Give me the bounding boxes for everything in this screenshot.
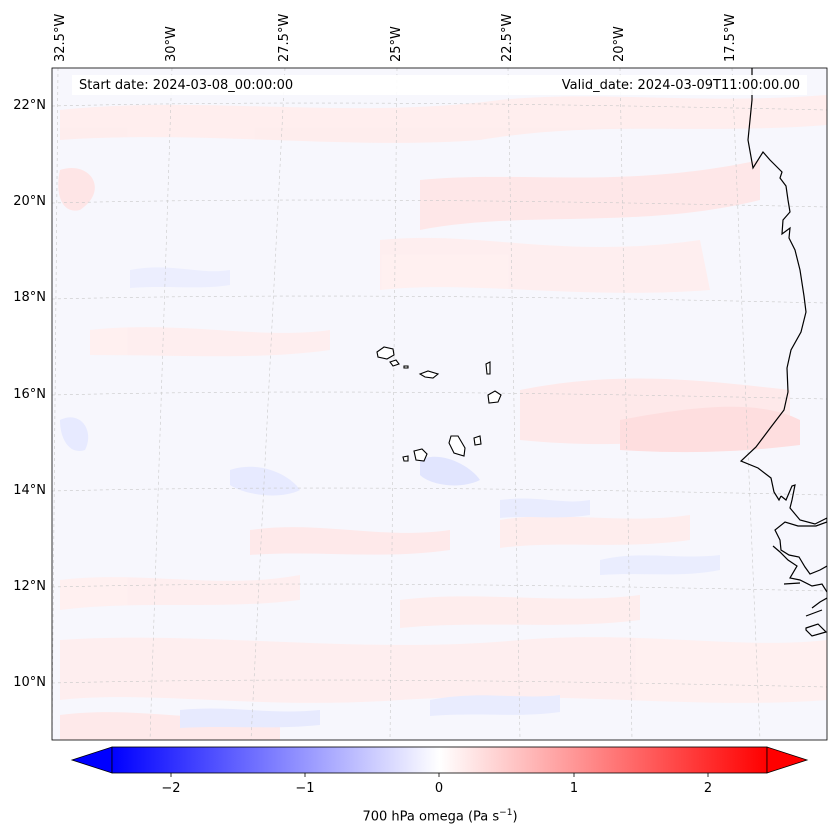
graticule bbox=[52, 68, 827, 740]
island-boa-vista bbox=[487, 390, 502, 404]
parallel-16n bbox=[52, 391, 827, 400]
coast-mauritania bbox=[739, 68, 807, 502]
valid-date-label: Valid_date: 2024-03-09T11:00:00.00 bbox=[561, 78, 800, 93]
map-panel bbox=[52, 68, 827, 740]
start-date-label: Start date: 2024-03-08_00:00:00 bbox=[79, 78, 294, 93]
meridian-22-5w bbox=[507, 68, 521, 740]
island-brava bbox=[402, 455, 409, 462]
lat-label-12n: 12°N bbox=[13, 579, 46, 594]
colorbar bbox=[70, 746, 809, 777]
map-frame bbox=[51, 67, 828, 741]
lon-label-30w: 30°W bbox=[164, 26, 179, 62]
meridian-32-5w bbox=[52, 68, 59, 740]
lat-label-14n: 14°N bbox=[13, 483, 46, 498]
title-strip bbox=[72, 75, 807, 95]
colorbar-tick-1: 1 bbox=[569, 781, 579, 796]
colorbar-label-text: 700 hPa omega (Pa s bbox=[362, 809, 500, 825]
coast-senegal-gambia bbox=[774, 484, 827, 575]
lon-label-20w: 20°W bbox=[612, 26, 627, 62]
lat-label-10n: 10°N bbox=[13, 675, 46, 690]
colorbar-tick-m2: −2 bbox=[161, 781, 181, 796]
colorbar-min-extension bbox=[70, 746, 113, 774]
meridian-27-5w bbox=[250, 68, 286, 740]
island-sao-vicente bbox=[389, 359, 400, 367]
parallel-14n bbox=[52, 487, 827, 496]
island-sal bbox=[485, 361, 491, 375]
parallel-20n bbox=[52, 199, 827, 208]
island-santa-luzia bbox=[403, 365, 409, 369]
omega-field bbox=[58, 95, 827, 740]
island-fogo bbox=[413, 448, 428, 462]
lon-label-22-5w: 22.5°W bbox=[500, 13, 515, 62]
colorbar-label-exponent: −1 bbox=[499, 808, 513, 818]
island-santo-antao bbox=[376, 346, 395, 360]
colorbar-max-extension bbox=[766, 746, 809, 774]
cape-verde-islands bbox=[376, 346, 502, 462]
island-santiago bbox=[448, 435, 466, 457]
colorbar-tick-m1: −1 bbox=[295, 781, 315, 796]
lat-label-18n: 18°N bbox=[13, 290, 46, 305]
colorbar-label-close: ) bbox=[512, 809, 518, 825]
colorbar-tick-marks bbox=[170, 773, 709, 777]
west-africa-coastline bbox=[739, 68, 827, 637]
meridian-17-5w bbox=[731, 68, 761, 740]
parallel-18n bbox=[52, 295, 827, 304]
parallel-10n bbox=[52, 679, 827, 688]
colorbar-label: 700 hPa omega (Pa s−1) bbox=[0, 808, 837, 824]
lon-label-25w: 25°W bbox=[389, 26, 404, 62]
colorbar-tick-0: 0 bbox=[434, 781, 444, 796]
lat-label-20n: 20°N bbox=[13, 194, 46, 209]
lon-label-27-5w: 27.5°W bbox=[277, 13, 292, 62]
parallel-22n bbox=[52, 102, 827, 111]
island-sao-nicolau bbox=[418, 370, 440, 379]
lat-label-22n: 22°N bbox=[13, 98, 46, 113]
parallel-12n bbox=[52, 583, 827, 592]
island-maio bbox=[473, 435, 482, 446]
colorbar-body bbox=[111, 746, 768, 774]
colorbar-tick-2: 2 bbox=[703, 781, 713, 796]
lon-label-17-5w: 17.5°W bbox=[723, 13, 738, 62]
meridian-30w bbox=[149, 68, 173, 740]
lon-label-32-5w: 32.5°W bbox=[53, 13, 68, 62]
lat-label-16n: 16°N bbox=[13, 387, 46, 402]
meridian-25w bbox=[389, 68, 398, 740]
coast-guinea-bissau bbox=[772, 545, 827, 637]
meridian-20w bbox=[619, 68, 633, 740]
